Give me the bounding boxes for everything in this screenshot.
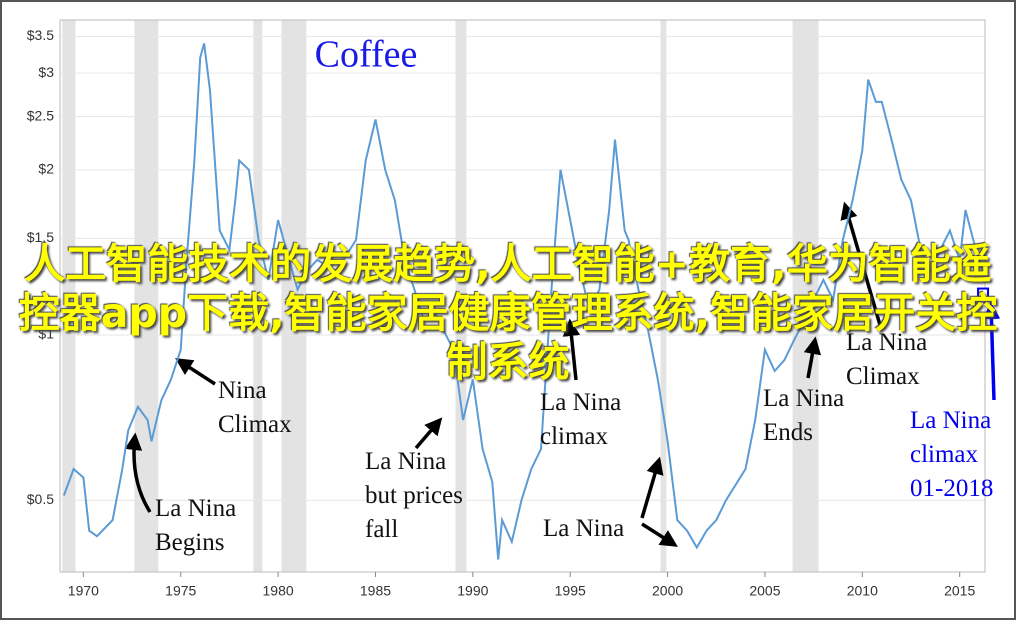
y-tick-label: $1 — [38, 326, 54, 342]
annotation-line: La Nina — [155, 495, 236, 522]
annotation-line: La Nina — [365, 448, 446, 475]
price-line — [62, 43, 986, 560]
annotation-line: Climax — [846, 363, 920, 390]
x-tick-label: 1980 — [263, 583, 294, 599]
y-tick-label: $3.5 — [27, 27, 54, 43]
annotation-line: Begins — [155, 529, 224, 556]
annotation-line: La Nina — [910, 407, 991, 434]
annotation: La Nina climax 01-2018 — [910, 407, 993, 502]
arrow — [803, 336, 822, 379]
x-tick-label: 1995 — [555, 583, 586, 599]
arrows — [124, 201, 1001, 547]
arrow — [124, 432, 152, 513]
annotation-line: but prices — [365, 482, 463, 509]
arrow — [414, 417, 443, 450]
annotation-line: Ends — [763, 419, 813, 446]
annotation-line: climax — [910, 441, 979, 468]
arrow — [840, 201, 882, 326]
annotation-line: Nina — [218, 377, 267, 404]
annotation: La Nina Climax — [846, 329, 927, 390]
x-tick-label: 1985 — [360, 583, 391, 599]
overlay-text: 人工智能技术的发展趋势,人工智能+教育,华为智能遥控器app下载,智能家居健康管… — [18, 240, 998, 386]
annotation: La Nina climax — [540, 389, 621, 450]
arrow — [175, 358, 216, 386]
y-tick-label: $2.5 — [27, 107, 54, 123]
y-tick-label: $3 — [38, 64, 54, 80]
arrow — [640, 456, 664, 519]
annotation-line: La Nina — [543, 515, 624, 542]
shaded-period — [792, 20, 819, 572]
annotation: La Nina but prices fall — [365, 448, 463, 543]
annotation-line: La Nina — [540, 389, 621, 416]
annotation-line: climax — [540, 423, 609, 450]
y-tick-label: $2 — [38, 161, 54, 177]
annotation-line: La Nina — [763, 385, 844, 412]
x-tick-label: 2015 — [944, 583, 975, 599]
shaded-period — [455, 20, 467, 572]
shaded-period — [253, 20, 263, 572]
x-tick-label: 2000 — [652, 583, 683, 599]
arrow — [562, 318, 581, 381]
annotation-line: 01-2018 — [910, 475, 993, 502]
y-tick-label: $0.5 — [27, 491, 54, 507]
annotation: La Nina Begins — [155, 495, 236, 556]
annotation: La Nina — [543, 515, 624, 542]
annotation-line: Climax — [218, 411, 292, 438]
annotation-line: fall — [365, 516, 398, 543]
shaded-period — [62, 20, 76, 572]
x-tick-label: 2005 — [749, 583, 780, 599]
annotation: La Nina Ends — [763, 385, 844, 446]
annotation: Nina Climax — [218, 377, 292, 438]
y-tick-label: $1.5 — [27, 229, 54, 245]
shaded-period — [660, 20, 667, 572]
x-tick-label: 2010 — [847, 583, 878, 599]
x-tick-label: 1975 — [165, 583, 196, 599]
x-tick-label: 1990 — [457, 583, 488, 599]
arrow — [641, 522, 678, 547]
annotation-line: La Nina — [846, 329, 927, 356]
shaded-period — [281, 20, 307, 572]
x-tick-label: 1970 — [68, 583, 99, 599]
marker — [977, 287, 990, 300]
arrow — [982, 301, 1001, 401]
chart-title: Coffee — [315, 34, 418, 76]
